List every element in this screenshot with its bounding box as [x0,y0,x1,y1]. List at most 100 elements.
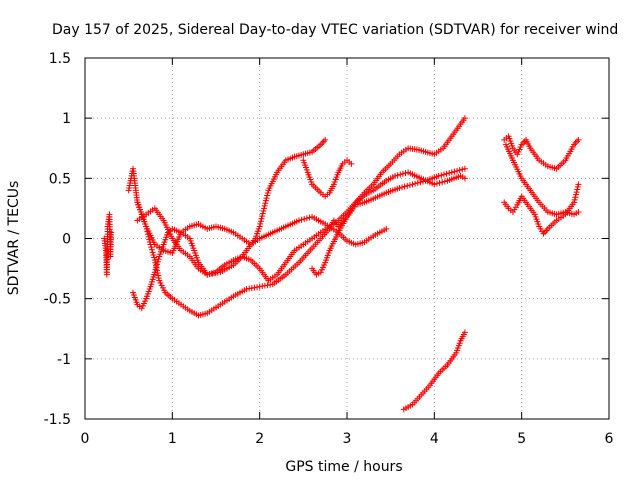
data-point [256,223,263,230]
data-point [264,192,271,199]
data-point [573,189,580,196]
data-point [574,183,581,190]
data-point [151,269,158,276]
series-arc-e [300,157,355,200]
data-point [298,216,305,223]
data-point [154,269,161,276]
data-point [417,179,424,186]
data-point [409,181,416,188]
data-point [262,200,269,207]
data-point [461,329,468,336]
x-tick-label: 4 [430,431,439,447]
data-point [152,266,159,273]
data-point [258,215,265,222]
data-point [414,179,421,186]
data-point [439,179,446,186]
data-point [263,195,270,202]
data-point [295,217,302,224]
y-tick-label: -0.5 [44,292,71,308]
y-axis: 1.5 1 0.5 0 -0.5 -1 -1.5 [44,51,609,428]
data-point [153,263,160,270]
y-tick-label: -1 [57,352,71,368]
series-arc-k [502,141,582,218]
data-point [260,207,267,214]
data-point [433,180,440,187]
data-point [461,175,468,182]
y-tick-label: -1.5 [44,412,71,428]
x-tick-label: 0 [81,431,90,447]
data-point [322,136,329,143]
data-point [438,172,445,179]
data-point [431,181,438,188]
data-point [571,199,578,206]
y-tick-label: 0.5 [49,171,71,187]
series-arc-g [309,165,468,278]
y-tick-label: 0 [62,232,71,248]
data-point [572,191,579,198]
data-point [259,213,266,220]
y-axis-label: SDTVAR / TECUs [6,181,22,296]
data-point [399,170,406,177]
data-series [101,115,582,413]
data-point [461,165,468,172]
data-point [440,171,447,178]
data-point [412,180,419,187]
data-point [456,167,463,174]
data-point [461,115,468,122]
data-point [303,215,310,222]
data-point [262,197,269,204]
x-tick-label: 2 [255,431,264,447]
data-point [155,272,162,279]
data-point [154,261,161,268]
x-tick-label: 3 [343,431,352,447]
data-point [406,182,413,189]
data-point [150,251,157,258]
x-axis-label: GPS time / hours [285,459,402,475]
data-point [392,172,399,179]
y-tick-label: 1 [62,111,71,127]
data-point [404,182,411,189]
data-point [155,256,162,263]
y-tick-label: 1.5 [49,51,71,67]
data-point [348,160,355,167]
data-point [257,218,264,225]
series-arc-f [134,115,468,284]
data-point [257,220,264,227]
x-tick-label: 6 [605,431,614,447]
chart-title: Day 157 of 2025, Sidereal Day-to-day VTE… [52,22,618,38]
data-point [575,209,582,216]
data-point [574,186,581,193]
data-point [435,172,442,179]
data-point [259,210,266,217]
data-point [436,179,443,186]
data-point [441,178,448,185]
data-point [454,167,461,174]
series-arc-h [400,329,468,413]
data-point [149,249,156,256]
data-point [154,258,161,265]
data-point [148,246,155,253]
data-point [401,183,408,190]
data-point [575,136,582,143]
data-point [575,181,582,188]
data-point [148,244,155,251]
series-arc-a [101,211,115,278]
data-point [446,170,453,177]
data-point [572,194,579,201]
data-point [396,184,403,191]
data-point [264,189,271,196]
data-point [155,275,162,282]
data-point [397,171,404,178]
data-point [383,225,390,232]
data-point [419,178,426,185]
series-arc-d [134,136,329,256]
data-point [261,202,268,209]
data-point [443,170,450,177]
x-axis: 0 1 2 3 4 5 6 [81,58,614,447]
x-tick-label: 1 [168,431,177,447]
data-point [448,169,455,176]
data-point [301,216,308,223]
data-point [394,172,401,179]
data-point [151,254,158,261]
